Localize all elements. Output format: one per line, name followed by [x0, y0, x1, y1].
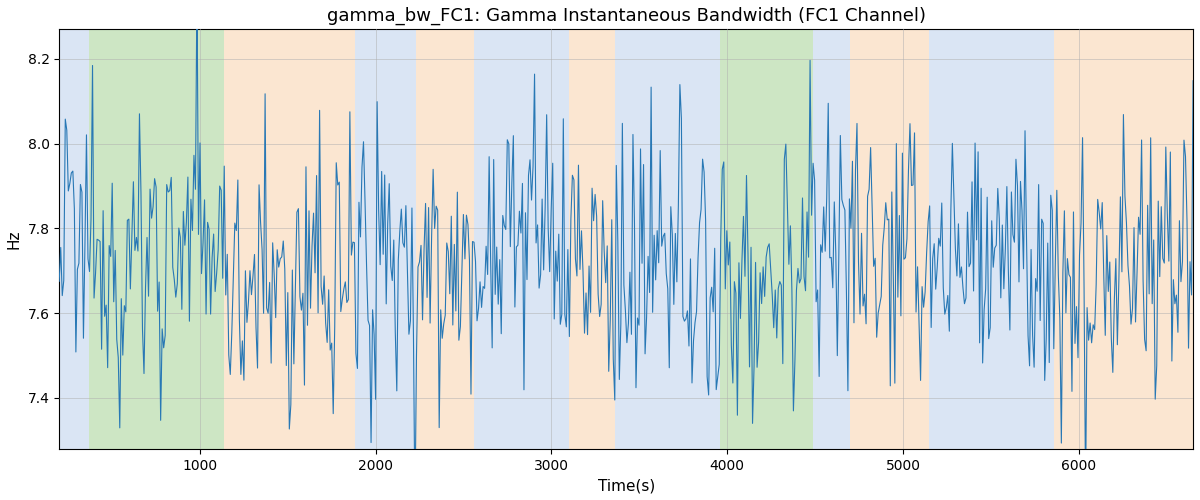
Bar: [59, 30, 89, 449]
Bar: [720, 30, 814, 449]
Bar: [814, 30, 851, 449]
Bar: [569, 30, 614, 449]
Bar: [689, 30, 720, 449]
Bar: [224, 30, 354, 449]
Bar: [474, 30, 569, 449]
Bar: [354, 30, 416, 449]
Bar: [614, 30, 689, 449]
Bar: [929, 30, 1054, 449]
Bar: [416, 30, 474, 449]
Y-axis label: Hz: Hz: [7, 230, 22, 249]
Bar: [1054, 30, 1193, 449]
X-axis label: Time(s): Time(s): [598, 478, 655, 493]
Bar: [851, 30, 929, 449]
Bar: [89, 30, 224, 449]
Title: gamma_bw_FC1: Gamma Instantaneous Bandwidth (FC1 Channel): gamma_bw_FC1: Gamma Instantaneous Bandwi…: [326, 7, 925, 25]
